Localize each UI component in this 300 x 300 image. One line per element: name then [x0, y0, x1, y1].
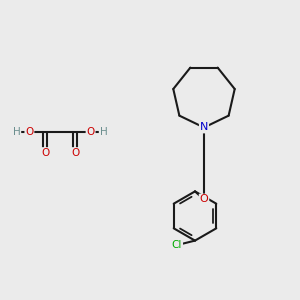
Text: O: O — [71, 148, 79, 158]
Text: N: N — [200, 122, 208, 133]
Text: O: O — [200, 194, 208, 205]
Text: O: O — [86, 127, 95, 137]
Text: Cl: Cl — [172, 240, 182, 250]
Text: O: O — [41, 148, 49, 158]
Text: H: H — [13, 127, 20, 137]
Text: O: O — [25, 127, 34, 137]
Text: H: H — [100, 127, 107, 137]
